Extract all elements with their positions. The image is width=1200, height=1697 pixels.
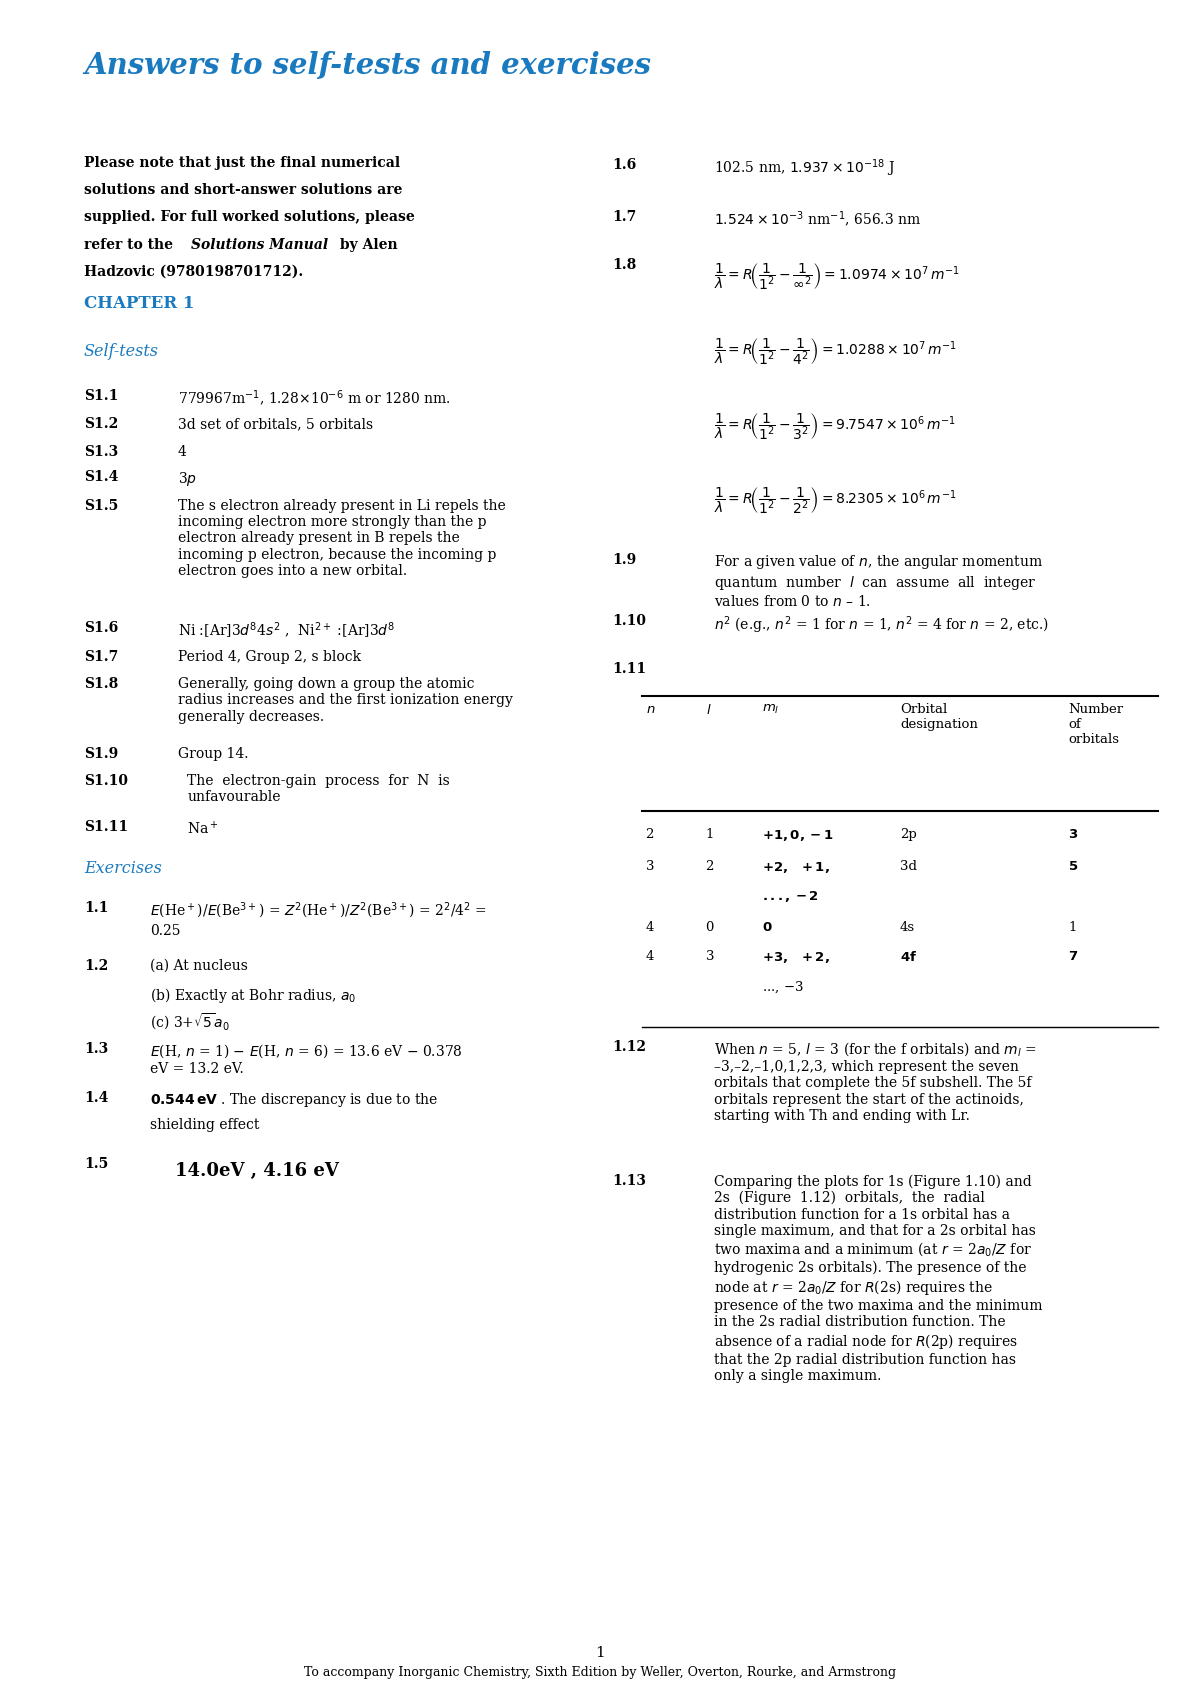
Text: $\mathbf{..., -2}$: $\mathbf{..., -2}$ (762, 889, 818, 905)
Text: S1.3: S1.3 (84, 445, 119, 458)
Text: Period 4, Group 2, s block: Period 4, Group 2, s block (178, 650, 361, 664)
Text: 3: 3 (706, 950, 714, 964)
Text: 1.5: 1.5 (84, 1157, 108, 1171)
Text: S1.8: S1.8 (84, 677, 119, 691)
Text: $l$: $l$ (706, 703, 712, 716)
Text: Please note that just the final numerical: Please note that just the final numerica… (84, 156, 400, 170)
Text: Na$^+$: Na$^+$ (187, 820, 218, 837)
Text: 2p: 2p (900, 828, 917, 842)
Text: 3d set of orbitals, 5 orbitals: 3d set of orbitals, 5 orbitals (178, 417, 373, 431)
Text: $1.524\times10^{-3}$ nm$^{-1}$, 656.3 nm: $1.524\times10^{-3}$ nm$^{-1}$, 656.3 nm (714, 210, 922, 231)
Text: 3$p$: 3$p$ (178, 470, 197, 489)
Text: shielding effect: shielding effect (150, 1118, 259, 1132)
Text: 3d: 3d (900, 860, 917, 874)
Text: 0: 0 (706, 921, 714, 935)
Text: $E$(He$^+$)/$E$(Be$^{3+}$) = $Z^2$(He$^+$)/$Z^2$(Be$^{3+}$) = 2$^2$/4$^2$ =
0.25: $E$(He$^+$)/$E$(Be$^{3+}$) = $Z^2$(He$^+… (150, 901, 487, 937)
Text: S1.10: S1.10 (84, 774, 128, 787)
Text: 1.12: 1.12 (612, 1040, 646, 1054)
Text: 1.1: 1.1 (84, 901, 108, 915)
Text: 2: 2 (706, 860, 714, 874)
Text: 1.2: 1.2 (84, 959, 108, 972)
Text: Group 14.: Group 14. (178, 747, 248, 760)
Text: $\mathbf{0.544\,eV}$ . The discrepancy is due to the: $\mathbf{0.544\,eV}$ . The discrepancy i… (150, 1091, 438, 1110)
Text: (c) 3+$\sqrt{5}a_0$: (c) 3+$\sqrt{5}a_0$ (150, 1011, 229, 1032)
Text: The s electron already present in Li repels the
incoming electron more strongly : The s electron already present in Li rep… (178, 499, 505, 577)
Text: 1.13: 1.13 (612, 1174, 646, 1188)
Text: $\mathbf{0}$: $\mathbf{0}$ (762, 921, 773, 935)
Text: 1: 1 (706, 828, 714, 842)
Text: 4s: 4s (900, 921, 916, 935)
Text: (a) At nucleus: (a) At nucleus (150, 959, 248, 972)
Text: $\mathbf{3}$: $\mathbf{3}$ (1068, 828, 1078, 842)
Text: Exercises: Exercises (84, 860, 162, 877)
Text: (b) Exactly at Bohr radius, $a_0$: (b) Exactly at Bohr radius, $a_0$ (150, 986, 356, 1005)
Text: The  electron-gain  process  for  N  is
unfavourable: The electron-gain process for N is unfav… (187, 774, 450, 804)
Text: $\mathbf{4f}$: $\mathbf{4f}$ (900, 950, 917, 964)
Text: $n^2$ (e.g., $n^2$ = 1 for $n$ = 1, $n^2$ = 4 for $n$ = 2, etc.): $n^2$ (e.g., $n^2$ = 1 for $n$ = 1, $n^2… (714, 614, 1049, 636)
Text: When $n$ = 5, $l$ = 3 (for the f orbitals) and $m_l$ =
–3,–2,–1,0,1,2,3, which r: When $n$ = 5, $l$ = 3 (for the f orbital… (714, 1040, 1037, 1123)
Text: Solutions Manual: Solutions Manual (191, 238, 328, 251)
Text: Ni :[Ar]3$d^8$4$s^2$ ,  Ni$^{2+}$ :[Ar]3$d^8$: Ni :[Ar]3$d^8$4$s^2$ , Ni$^{2+}$ :[Ar]3$… (178, 621, 395, 641)
Text: S1.4: S1.4 (84, 470, 119, 484)
Text: 1.10: 1.10 (612, 614, 646, 628)
Text: Comparing the plots for 1s (Figure 1.10) and
2s  (Figure  1.12)  orbitals,  the : Comparing the plots for 1s (Figure 1.10)… (714, 1174, 1043, 1383)
Text: For a given value of $n$, the angular momentum
quantum  number  $l$  can  assume: For a given value of $n$, the angular mo… (714, 553, 1043, 609)
Text: 1.6: 1.6 (612, 158, 636, 171)
Text: Hadzovic (9780198701712).: Hadzovic (9780198701712). (84, 265, 304, 278)
Text: 1.3: 1.3 (84, 1042, 108, 1056)
Text: $n$: $n$ (646, 703, 655, 716)
Text: Answers to self-tests and exercises: Answers to self-tests and exercises (84, 51, 650, 80)
Text: $E$(H, $n$ = 1) $-$ $E$(H, $n$ = 6) = 13.6 eV $-$ 0.378
eV = 13.2 eV.: $E$(H, $n$ = 1) $-$ $E$(H, $n$ = 6) = 13… (150, 1042, 463, 1076)
Text: 1.7: 1.7 (612, 210, 636, 224)
Text: S1.7: S1.7 (84, 650, 119, 664)
Text: 14.0eV , 4.16 eV: 14.0eV , 4.16 eV (150, 1162, 338, 1181)
Text: S1.9: S1.9 (84, 747, 119, 760)
Text: $\dfrac{1}{\lambda} = R\!\left(\dfrac{1}{1^2} - \dfrac{1}{3^2}\right) = 9.7547\t: $\dfrac{1}{\lambda} = R\!\left(\dfrac{1}… (714, 411, 956, 441)
Text: 1.8: 1.8 (612, 258, 636, 272)
Text: 102.5 nm, $1.937\times10^{-18}$ J: 102.5 nm, $1.937\times10^{-18}$ J (714, 158, 896, 180)
Text: refer to the: refer to the (84, 238, 178, 251)
Text: $\dfrac{1}{\lambda} = R\!\left(\dfrac{1}{1^2} - \dfrac{1}{\infty^2}\right) = 1.0: $\dfrac{1}{\lambda} = R\!\left(\dfrac{1}… (714, 261, 960, 292)
Text: 1.11: 1.11 (612, 662, 646, 675)
Text: Orbital
designation: Orbital designation (900, 703, 978, 730)
Text: 3: 3 (646, 860, 654, 874)
Text: $\mathbf{+2,\ \ +1,}$: $\mathbf{+2,\ \ +1,}$ (762, 860, 829, 876)
Text: 1: 1 (595, 1646, 605, 1660)
Text: Number
of
orbitals: Number of orbitals (1068, 703, 1123, 745)
Text: $\mathbf{+3,\ \ +2,}$: $\mathbf{+3,\ \ +2,}$ (762, 950, 829, 966)
Text: S1.5: S1.5 (84, 499, 119, 512)
Text: $\mathbf{7}$: $\mathbf{7}$ (1068, 950, 1078, 964)
Text: $\dfrac{1}{\lambda} = R\!\left(\dfrac{1}{1^2} - \dfrac{1}{4^2}\right) = 1.0288\t: $\dfrac{1}{\lambda} = R\!\left(\dfrac{1}… (714, 336, 958, 367)
Text: S1.11: S1.11 (84, 820, 128, 833)
Text: $\mathbf{5}$: $\mathbf{5}$ (1068, 860, 1079, 874)
Text: S1.2: S1.2 (84, 417, 119, 431)
Text: Generally, going down a group the atomic
radius increases and the first ionizati: Generally, going down a group the atomic… (178, 677, 512, 723)
Text: S1.1: S1.1 (84, 389, 119, 402)
Text: solutions and short-answer solutions are: solutions and short-answer solutions are (84, 183, 402, 197)
Text: CHAPTER 1: CHAPTER 1 (84, 295, 194, 312)
Text: supplied. For full worked solutions, please: supplied. For full worked solutions, ple… (84, 210, 415, 224)
Text: 1.9: 1.9 (612, 553, 636, 567)
Text: 1.4: 1.4 (84, 1091, 108, 1105)
Text: 779967m$^{-1}$, 1.28$\times$10$^{-6}$ m or 1280 nm.: 779967m$^{-1}$, 1.28$\times$10$^{-6}$ m … (178, 389, 450, 409)
Text: To accompany Inorganic Chemistry, Sixth Edition by Weller, Overton, Rourke, and : To accompany Inorganic Chemistry, Sixth … (304, 1666, 896, 1680)
Text: $m_l$: $m_l$ (762, 703, 780, 716)
Text: by Alen: by Alen (335, 238, 397, 251)
Text: $\mathbf{+1, 0, -1}$: $\mathbf{+1, 0, -1}$ (762, 828, 833, 843)
Text: 4: 4 (646, 921, 654, 935)
Text: 2: 2 (646, 828, 654, 842)
Text: S1.6: S1.6 (84, 621, 119, 635)
Text: 4: 4 (646, 950, 654, 964)
Text: 4: 4 (178, 445, 186, 458)
Text: ..., $-$3: ..., $-$3 (762, 979, 804, 994)
Text: Self-tests: Self-tests (84, 343, 158, 360)
Text: 1: 1 (1068, 921, 1076, 935)
Text: $\dfrac{1}{\lambda} = R\!\left(\dfrac{1}{1^2} - \dfrac{1}{2^2}\right) = 8.2305\t: $\dfrac{1}{\lambda} = R\!\left(\dfrac{1}… (714, 485, 956, 516)
